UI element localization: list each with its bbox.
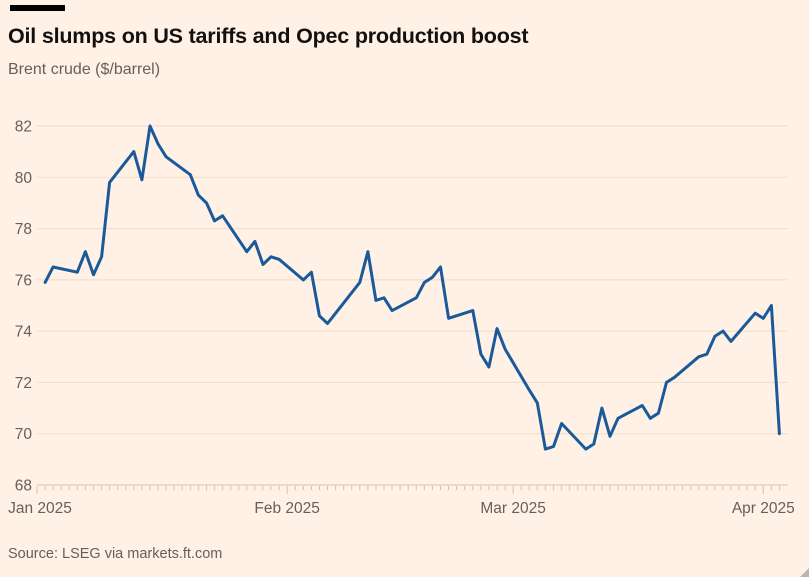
resize-handle-icon — [800, 568, 809, 577]
price-line — [43, 124, 781, 451]
y-tick-label: 76 — [15, 272, 32, 289]
x-tick-label: Feb 2025 — [254, 500, 320, 517]
chart-subtitle: Brent crude ($/barrel) — [8, 61, 161, 78]
brand-bar — [10, 5, 65, 11]
x-tick-label: Mar 2025 — [480, 500, 545, 517]
y-tick-label: 82 — [15, 119, 32, 136]
source-note: Source: LSEG via markets.ft.com — [8, 546, 223, 562]
y-tick-label: 78 — [15, 221, 32, 238]
y-tick-label: 74 — [15, 324, 33, 341]
y-tick-label: 70 — [15, 426, 33, 443]
y-tick-label: 68 — [15, 478, 32, 495]
y-tick-label: 80 — [15, 170, 33, 187]
x-tick-label: Jan 2025 — [8, 500, 72, 517]
x-tick-label: Apr 2025 — [732, 500, 795, 517]
chart-title: Oil slumps on US tariffs and Opec produc… — [8, 24, 529, 48]
y-tick-label: 72 — [15, 375, 32, 392]
